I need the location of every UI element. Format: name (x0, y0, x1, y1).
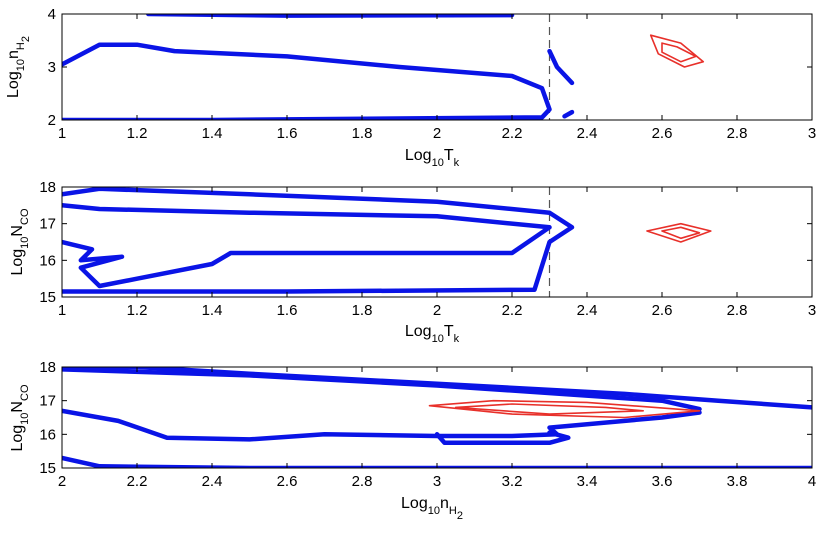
axis-label-part: 2 (20, 36, 32, 42)
y-tick-label: 3 (48, 59, 56, 76)
y-tick-label: 18 (39, 359, 56, 376)
x-tick-label: 2.6 (652, 125, 673, 142)
x-axis-label: Log10Tk (405, 323, 460, 345)
x-axis-label: Log10Tk (405, 147, 460, 169)
y-tick-label: 16 (39, 426, 56, 443)
y-tick-label: 17 (39, 393, 56, 410)
axis-label-part: H (449, 505, 457, 517)
axis-label-part: Log (5, 71, 22, 98)
axis-label-part: Log (9, 249, 26, 276)
axis-label-part: T (444, 147, 454, 164)
contour-layer (62, 187, 712, 294)
x-tick-label: 2.6 (277, 473, 298, 490)
red-contour (661, 42, 697, 63)
x-tick-label: 1 (58, 302, 66, 319)
x-tick-label: 1.2 (127, 302, 148, 319)
x-tick-label: 1.6 (277, 302, 298, 319)
blue-contour (62, 42, 552, 120)
x-tick-label: 3.6 (652, 473, 673, 490)
axis-label-part: N (9, 225, 26, 237)
axis-label-part: 10 (428, 505, 440, 517)
axis-label-part: 10 (432, 157, 444, 169)
y-tick-label: 15 (39, 289, 56, 306)
x-tick-label: 2.8 (727, 125, 748, 142)
axis-label-part: CO (19, 208, 31, 225)
x-tick-label: 2.4 (202, 473, 223, 490)
plot-frame (61, 13, 813, 121)
y-axis-label: Log10NCO (9, 208, 31, 275)
x-tick-label: 3 (433, 473, 441, 490)
x-tick-label: 1.4 (202, 125, 223, 142)
blue-contour (547, 48, 575, 86)
y-tick-label: 16 (39, 252, 56, 269)
red-contour (649, 34, 705, 68)
x-tick-label: 2.2 (502, 302, 523, 319)
axis-label-part: H (15, 42, 27, 50)
axis-label-part: Log (405, 323, 432, 340)
axis-label-part: 10 (19, 237, 31, 249)
x-tick-label: 3 (808, 302, 816, 319)
axis-label-part: k (454, 333, 460, 345)
x-tick-label: 3.2 (502, 473, 523, 490)
blue-contour (562, 109, 575, 119)
x-tick-label: 2.8 (352, 473, 373, 490)
red-contour (646, 222, 712, 243)
x-tick-label: 1.8 (352, 125, 373, 142)
x-tick-label: 3.4 (577, 473, 598, 490)
y-tick-label: 18 (39, 179, 56, 196)
x-tick-label: 2 (433, 302, 441, 319)
x-tick-label: 2.4 (577, 125, 598, 142)
blue-contour (62, 455, 812, 468)
red-contour (454, 403, 644, 415)
axis-label-part: N (9, 401, 26, 413)
x-tick-label: 2 (433, 125, 441, 142)
x-tick-label: 1 (58, 125, 66, 142)
axis-label-part: n (5, 50, 22, 59)
x-axis-label: Log10nH2 (401, 495, 463, 522)
red-contour (428, 399, 701, 419)
x-tick-label: 2.2 (127, 473, 148, 490)
y-tick-label: 4 (48, 6, 56, 23)
axis-label-part: 10 (432, 333, 444, 345)
x-tick-label: 1.4 (202, 302, 223, 319)
axis-label-part: Log (405, 147, 432, 164)
x-tick-label: 2.4 (577, 302, 598, 319)
y-tick-label: 2 (48, 112, 56, 129)
axis-label-part: n (440, 495, 449, 512)
blue-contour (62, 203, 552, 289)
axis-label-part: Log (401, 495, 428, 512)
axis-label-part: 10 (19, 413, 31, 425)
subplot-1: 1 1.2 1.4 1.6 1.8 2 2.2 2.4 2.6 2.8 3234Log10TkLog… (5, 6, 816, 169)
x-tick-label: 2.8 (727, 302, 748, 319)
axis-label-part: Log (9, 425, 26, 452)
subplot-2: 1 1.2 1.4 1.6 1.8 2 2.2 2.4 2.6 2.8 315161718Log10… (9, 179, 816, 345)
axis-label-part: CO (19, 384, 31, 401)
x-tick-label: 3.8 (727, 473, 748, 490)
x-tick-label: 1.2 (127, 125, 148, 142)
x-tick-label: 1.8 (352, 302, 373, 319)
y-tick-label: 15 (39, 460, 56, 477)
red-contour (661, 226, 701, 240)
axis-label-part: k (454, 157, 460, 169)
blue-contour (434, 430, 571, 446)
y-axis-label: Log10NCO (9, 384, 31, 451)
blue-contour (62, 187, 575, 294)
x-tick-label: 2.6 (652, 302, 673, 319)
axis-label-part: 10 (15, 59, 27, 71)
x-tick-label: 3 (808, 125, 816, 142)
contour-layer (62, 14, 705, 120)
x-tick-label: 2 (58, 473, 66, 490)
blue-contour (62, 408, 702, 442)
subplot-3: 2 2.2 2.4 2.6 2.8 3 3.2 3.4 3.6 3.8 415161718Log10… (9, 359, 816, 522)
blue-contour (62, 367, 702, 412)
x-tick-label: 2.2 (502, 125, 523, 142)
axis-label-part: 2 (457, 510, 463, 522)
x-tick-label: 1.6 (277, 125, 298, 142)
contour-layer (62, 367, 812, 468)
axis-label-part: T (444, 323, 454, 340)
y-axis-label: Log10nH2 (5, 36, 32, 98)
y-tick-label: 17 (39, 216, 56, 233)
x-tick-label: 4 (808, 473, 816, 490)
